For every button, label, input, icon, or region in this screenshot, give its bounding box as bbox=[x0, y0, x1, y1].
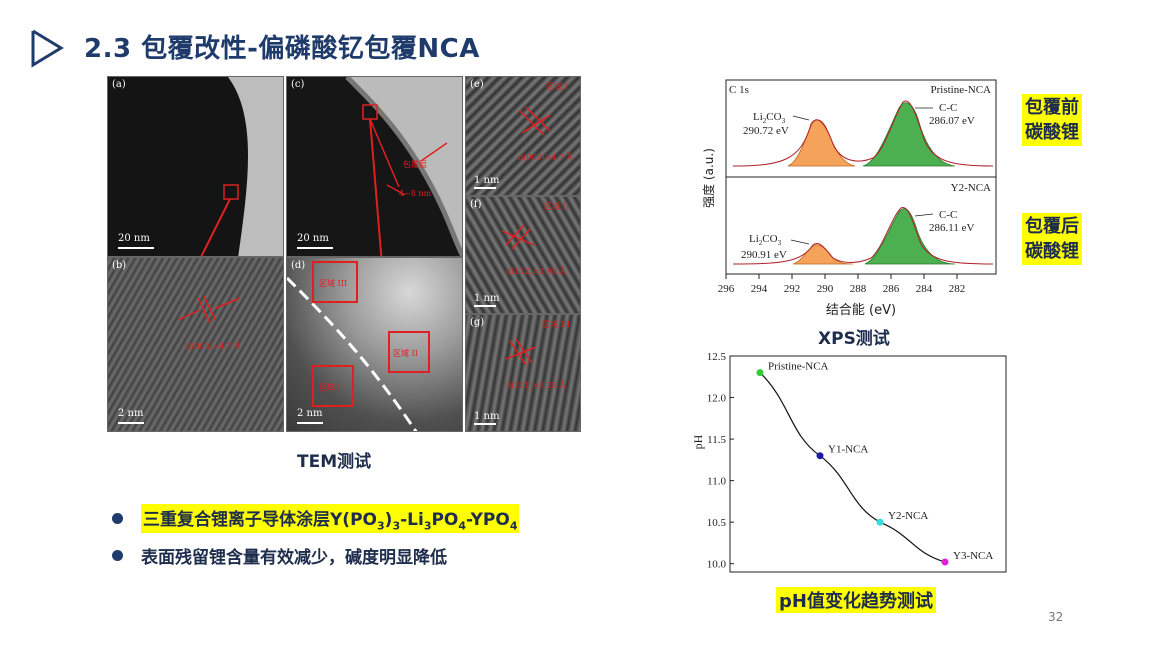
bullet-dot-icon bbox=[112, 513, 123, 525]
ph-ytick-label: 12.0 bbox=[707, 393, 727, 405]
bullet-1: 三重复合锂离子导体涂层Y(PO3)3-Li3PO4-YPO4 bbox=[112, 504, 520, 534]
xps-top-sample: Pristine-NCA bbox=[931, 84, 992, 96]
tem-caption: TEM测试 bbox=[297, 452, 372, 472]
region-tag-g: 区域 III bbox=[542, 320, 571, 329]
region-tag-f: 区域 II bbox=[544, 202, 569, 211]
panel-letter-b: (b) bbox=[112, 260, 127, 271]
xps-top-cc-ev: 286.07 eV bbox=[929, 115, 975, 127]
ph-ytick-label: 11.0 bbox=[707, 476, 726, 488]
xps-xtick: 290 bbox=[817, 283, 834, 295]
tag-before-coating: 包覆前 碳酸锂 bbox=[1022, 94, 1082, 146]
ph-ytick-label: 10.5 bbox=[707, 517, 727, 529]
panel-letter-d: (d) bbox=[291, 260, 306, 271]
tem-panel-c: (c) 包覆层 4~8 nm 20 nm bbox=[286, 76, 463, 257]
region-2-label: 区域 II bbox=[393, 349, 418, 358]
xps-xlabel: 结合能 (eV) bbox=[826, 303, 896, 318]
ph-data-point bbox=[816, 452, 824, 460]
ph-data-point bbox=[876, 518, 884, 526]
scale-bar-b: 2 nm bbox=[118, 408, 144, 419]
ph-ytick-label: 11.5 bbox=[707, 434, 726, 446]
ph-point-label: Y2-NCA bbox=[888, 510, 928, 522]
xps-caption: XPS测试 bbox=[818, 329, 890, 349]
bullet-1-text: 三重复合锂离子导体涂层Y(PO3)3-Li3PO4-YPO4 bbox=[141, 504, 520, 534]
d-spacing-label-b: d(003)=4.7 Å bbox=[186, 342, 241, 351]
xps-xtick: 292 bbox=[784, 283, 801, 295]
title-arrow-icon bbox=[31, 29, 64, 68]
ph-chart: 10.0 10.5 11.0 11.5 12.0 12.5 Pristine-NCA Y1-… bbox=[691, 352, 1007, 573]
scale-bar-c: 20 nm bbox=[297, 233, 329, 244]
ph-data-point bbox=[756, 369, 764, 377]
coating-layer-label: 包覆层 bbox=[403, 160, 427, 169]
xps-xtick: 294 bbox=[751, 283, 768, 295]
ph-ytick-label: 10.0 bbox=[707, 559, 727, 571]
xps-figure: C 1s Pristine-NCA Li2CO3 290.72 eV C-C 2… bbox=[701, 79, 997, 318]
xps-top-li2co3-name: Li2CO3 bbox=[753, 111, 786, 125]
bullet-2-text: 表面残留锂含量有效减少，碱度明显降低 bbox=[141, 548, 447, 568]
xps-bottom-li2co3-name: Li2CO3 bbox=[749, 233, 782, 247]
d-spacing-label-e: d(003)=4.7 Å bbox=[518, 153, 573, 162]
xps-xtick: 296 bbox=[718, 283, 735, 295]
xps-top-cc-name: C-C bbox=[939, 102, 957, 114]
ph-ylabel: pH bbox=[691, 434, 705, 449]
xps-xtick: 282 bbox=[949, 283, 966, 295]
ph-point-label: Pristine-NCA bbox=[768, 361, 829, 373]
tem-figure: (a) 20 nm (b) d(003)=4.7 Å 2 nm (c) 包覆层 … bbox=[107, 76, 581, 432]
scale-bar-g: 1 nm bbox=[474, 411, 500, 422]
panel-letter-c: (c) bbox=[291, 79, 305, 90]
scale-bar-e: 1 nm bbox=[474, 175, 500, 186]
slide-title: 2.3 包覆改性-偏磷酸钇包覆NCA bbox=[84, 34, 480, 64]
d-spacing-label-g: d(211)=3.23 Å bbox=[506, 381, 566, 390]
ph-plot-frame bbox=[729, 355, 1007, 573]
tem-panel-b: (b) d(003)=4.7 Å 2 nm bbox=[107, 257, 284, 432]
tem-panel-a: (a) 20 nm bbox=[107, 76, 284, 257]
region-tag-e: 区域 I bbox=[546, 82, 568, 91]
d-spacing-label-f: d(112)=2.98 Å bbox=[506, 267, 566, 276]
region-3-label: 区域 III bbox=[319, 279, 348, 288]
xps-bottom-cc-ev: 286.11 eV bbox=[929, 222, 974, 234]
ph-point-label: Y3-NCA bbox=[953, 550, 993, 562]
xps-top-li2co3-ev: 290.72 eV bbox=[743, 125, 789, 137]
region-1-label: 区域 I bbox=[319, 383, 341, 392]
panel-letter-e: (e) bbox=[470, 79, 484, 90]
tem-panel-e: (e) 区域 I d(003)=4.7 Å 1 nm bbox=[465, 76, 581, 196]
scale-bar-f: 1 nm bbox=[474, 293, 500, 304]
xps-bottom-li2co3-ev: 290.91 eV bbox=[741, 249, 787, 261]
xps-xtick: 288 bbox=[850, 283, 867, 295]
scale-bar-d: 2 nm bbox=[297, 408, 323, 419]
xps-bottom-cc-name: C-C bbox=[939, 209, 957, 221]
xps-ylabel: 强度 (a.u.) bbox=[701, 148, 716, 208]
xps-bottom-sample: Y2-NCA bbox=[951, 182, 991, 194]
coating-thickness-label: 4~8 nm bbox=[399, 189, 432, 198]
panel-letter-f: (f) bbox=[470, 199, 482, 210]
ph-ytick-label: 12.5 bbox=[707, 352, 727, 363]
ph-trend-line bbox=[759, 372, 946, 563]
bullet-2: 表面残留锂含量有效减少，碱度明显降低 bbox=[112, 543, 447, 568]
panel-letter-g: (g) bbox=[470, 317, 485, 328]
panel-letter-a: (a) bbox=[112, 79, 126, 90]
ph-caption: pH值变化趋势测试 bbox=[776, 587, 936, 613]
bullet-dot-icon bbox=[112, 550, 123, 561]
scale-bar-a: 20 nm bbox=[118, 233, 150, 244]
tag-after-coating: 包覆后 碳酸锂 bbox=[1022, 213, 1082, 265]
tem-panel-f: (f) 区域 II d(112)=2.98 Å 1 nm bbox=[465, 196, 581, 314]
ph-data-point bbox=[941, 558, 949, 566]
xps-xtick: 286 bbox=[883, 283, 900, 295]
ph-point-label: Y1-NCA bbox=[828, 444, 868, 456]
page-number: 32 bbox=[1048, 610, 1064, 624]
tem-panel-d: (d) 区域 III 区域 II 区域 I 2 nm bbox=[286, 257, 463, 432]
tem-panel-g: (g) 区域 III d(211)=3.23 Å 1 nm bbox=[465, 314, 581, 432]
xps-element-label: C 1s bbox=[729, 84, 749, 96]
xps-xtick: 284 bbox=[916, 283, 933, 295]
